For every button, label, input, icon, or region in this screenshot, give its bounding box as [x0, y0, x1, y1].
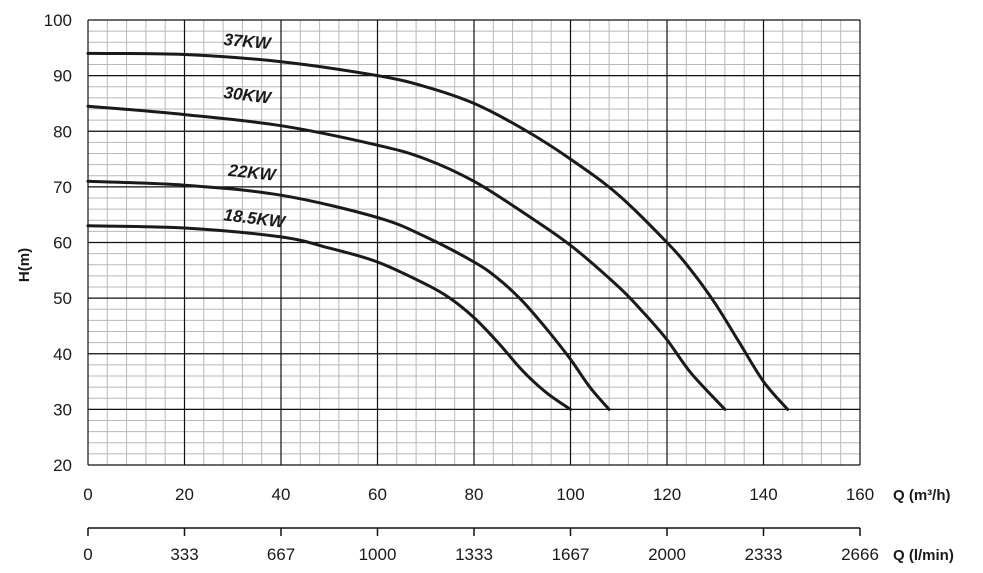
secondary-x-tick-label: 2333 — [745, 545, 783, 564]
secondary-x-tick-label: 2666 — [841, 545, 879, 564]
secondary-x-tick-label: 2000 — [648, 545, 686, 564]
curve-label: 37KW — [223, 30, 274, 53]
x-tick-label: 100 — [556, 485, 584, 504]
secondary-x-tick-label: 1667 — [552, 545, 590, 564]
x-tick-label: 120 — [653, 485, 681, 504]
secondary-x-tick-label: 1333 — [455, 545, 493, 564]
y-tick-label: 100 — [44, 11, 72, 30]
secondary-x-tick-label: 1000 — [359, 545, 397, 564]
secondary-x-tick-label: 0 — [83, 545, 92, 564]
curve-22kw — [86, 179, 611, 411]
y-tick-label: 30 — [53, 400, 72, 419]
grid — [87, 19, 861, 466]
curve-18-5kw — [86, 224, 572, 411]
x-axis-title-m3h: Q (m³/h) — [893, 487, 951, 504]
secondary-x-tick-label: 667 — [267, 545, 295, 564]
secondary-x-tick-label: 333 — [170, 545, 198, 564]
x-tick-label: 60 — [368, 485, 387, 504]
x-tick-label: 80 — [465, 485, 484, 504]
x-tick-label: 0 — [83, 485, 92, 504]
y-tick-label: 60 — [53, 234, 72, 253]
x-tick-label: 160 — [846, 485, 874, 504]
y-tick-label: 20 — [53, 456, 72, 475]
y-tick-label: 50 — [53, 289, 72, 308]
y-tick-label: 40 — [53, 345, 72, 364]
x-axis-title-lmin: Q (l/min) — [893, 547, 954, 564]
x-tick-label: 40 — [272, 485, 291, 504]
x-tick-label: 20 — [175, 485, 194, 504]
y-tick-label: 70 — [53, 178, 72, 197]
curve-30kw — [86, 104, 727, 411]
y-tick-label: 90 — [53, 67, 72, 86]
curve-label: 22KW — [227, 161, 279, 185]
x-tick-label: 140 — [749, 485, 777, 504]
y-axis-title: H(m) — [16, 248, 33, 282]
y-tick-label: 80 — [53, 122, 72, 141]
curve-37kw — [86, 51, 790, 411]
